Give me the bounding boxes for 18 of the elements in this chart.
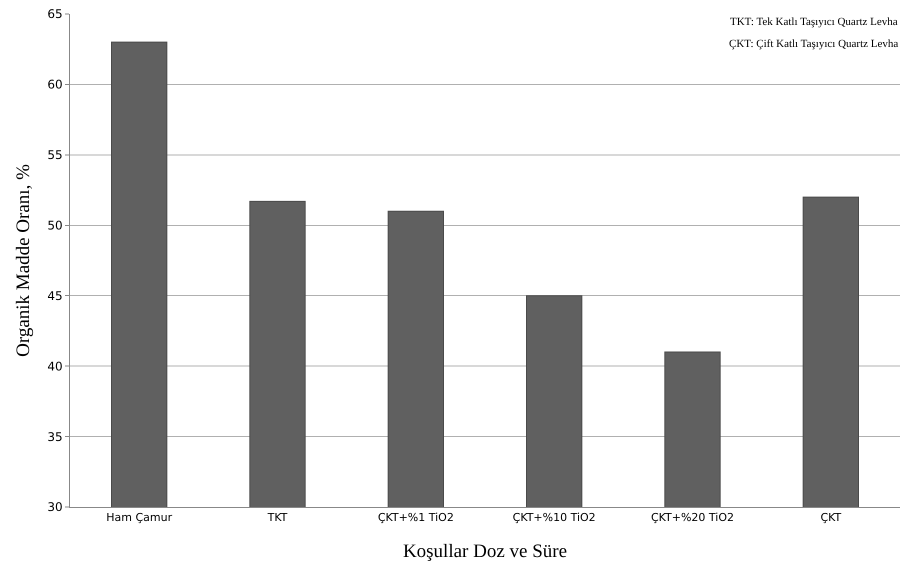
y-axis-title: Organik Madde Oranı, % bbox=[13, 164, 34, 357]
x-tick-label: ÇKT+%20 TiO2 bbox=[650, 511, 734, 524]
x-tick-label: Ham Çamur bbox=[106, 511, 173, 524]
x-tick-label: ÇKT+%1 TiO2 bbox=[378, 511, 454, 524]
y-tick-label: 40 bbox=[47, 359, 63, 374]
y-tick-label: 30 bbox=[47, 500, 63, 514]
y-tick-label: 65 bbox=[47, 7, 63, 22]
y-tick-label: 45 bbox=[47, 288, 63, 303]
x-tick-label: ÇKT+%10 TiO2 bbox=[512, 511, 596, 524]
annotation: ÇKT: Çift Katlı Taşıyıcı Quartz Levha bbox=[729, 38, 898, 50]
x-tick-label: TKT bbox=[266, 511, 288, 524]
x-tick-label: ÇKT bbox=[820, 511, 842, 524]
y-tick-label: 50 bbox=[47, 218, 63, 232]
y-tick-label: 35 bbox=[47, 430, 63, 444]
y-tick-label: 55 bbox=[47, 148, 63, 162]
annotation: TKT: Tek Katlı Taşıyıcı Quartz Levha bbox=[730, 16, 898, 28]
x-axis-title: Koşullar Doz ve Süre bbox=[402, 541, 568, 562]
y-tick-label: 60 bbox=[47, 78, 63, 92]
